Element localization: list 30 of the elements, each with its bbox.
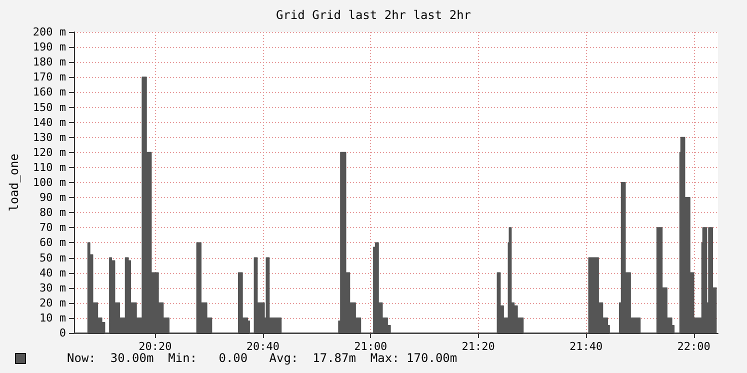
x-tick-label: 21:00	[354, 340, 388, 353]
y-tick-label: 190 m	[32, 40, 66, 54]
y-tick-label: 180 m	[32, 56, 66, 69]
y-tick-label: 0	[59, 326, 66, 340]
y-tick-label: 80 m	[40, 206, 66, 220]
text: Now: 30.00m Min: 0.00 Avg: 17.87m Max: 170.00m	[67, 351, 458, 365]
y-tick-label: 150 m	[32, 100, 66, 114]
y-tick-label: 60 m	[40, 236, 66, 250]
y-tick-label: 30 m	[40, 281, 66, 294]
y-tick-label: 40 m	[40, 266, 66, 280]
y-tick-label: 120 m	[32, 146, 66, 159]
y-tick-label: 130 m	[32, 130, 66, 144]
y-tick-label: 160 m	[32, 86, 66, 99]
y-tick-label: 200 m	[32, 26, 66, 38]
y-axis-title: load_one	[7, 154, 21, 212]
y-tick-label: 70 m	[40, 221, 66, 234]
x-tick-label: 20:20	[138, 340, 172, 353]
x-tick-label: 22:00	[677, 340, 710, 353]
x-tick-label: 21:40	[570, 340, 603, 353]
y-tick-label: 10 m	[40, 311, 66, 324]
y-tick-label: 170 m	[32, 70, 66, 84]
y-tick-label: 50 m	[40, 251, 66, 264]
y-tick-label: 100 m	[32, 176, 66, 189]
x-tick-label: 20:40	[246, 340, 280, 353]
chart-title: Grid Grid last 2hr last 2hr	[276, 8, 472, 22]
x-tick-label: 21:20	[462, 340, 495, 353]
y-tick-label: 110 m	[32, 160, 66, 174]
y-tick-label: 90 m	[40, 191, 66, 204]
y-tick-label: 20 m	[40, 296, 66, 310]
y-tick-label: 140 m	[32, 116, 66, 129]
